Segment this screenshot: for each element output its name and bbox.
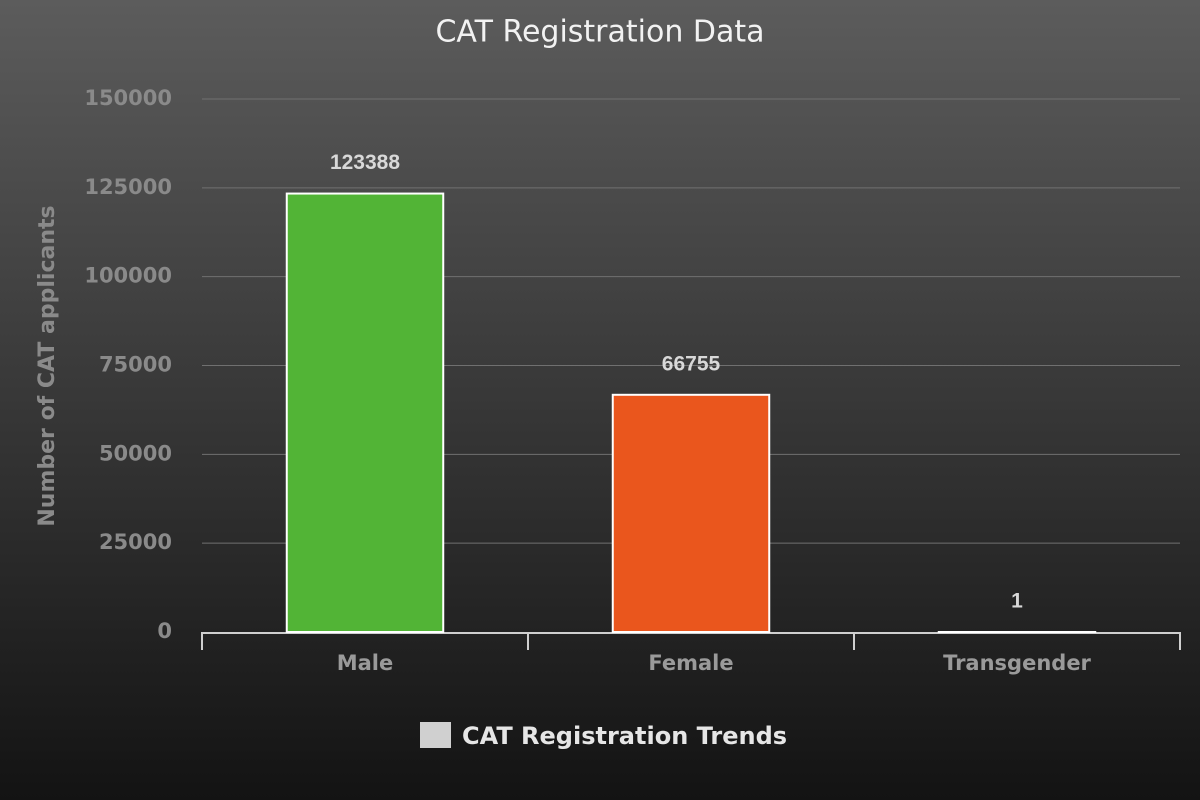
y-tick-label: 125000	[84, 175, 172, 199]
x-tick-label: Transgender	[943, 651, 1091, 675]
data-label: 66755	[662, 352, 721, 375]
y-tick-label: 25000	[99, 530, 172, 554]
x-tick-label: Female	[648, 651, 733, 675]
y-tick-label: 100000	[84, 264, 172, 288]
y-tick-label: 0	[157, 619, 172, 643]
chart-title: CAT Registration Data	[435, 15, 764, 50]
data-label: 123388	[330, 151, 400, 174]
bar	[611, 393, 771, 634]
data-label: 1	[1011, 590, 1023, 613]
bar	[285, 192, 445, 633]
y-axis-label: Number of CAT applicants	[35, 205, 60, 526]
legend-swatch	[420, 722, 451, 748]
y-tick-label: 50000	[99, 441, 172, 465]
x-tick-label: Male	[337, 651, 394, 675]
y-tick-label: 75000	[99, 353, 172, 377]
y-tick-label: 150000	[84, 86, 172, 110]
legend-label: CAT Registration Trends	[462, 722, 787, 750]
